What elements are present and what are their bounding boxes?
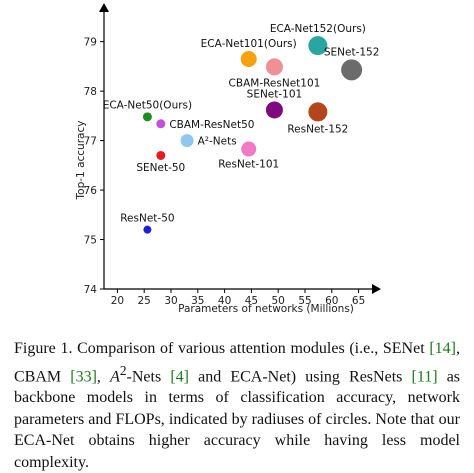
x-tick-label: 25 bbox=[138, 295, 151, 307]
data-point-label: ECA-Net152(Ours) bbox=[270, 23, 366, 35]
y-tick-label: 77 bbox=[84, 136, 97, 148]
caption-text: , CBAM bbox=[14, 340, 460, 385]
caption-text: -Nets bbox=[126, 367, 171, 385]
data-point-label: ResNet-50 bbox=[120, 213, 174, 225]
x-tick-label: 45 bbox=[245, 295, 258, 307]
chart-points bbox=[142, 36, 363, 234]
data-point-label: ResNet-101 bbox=[218, 159, 279, 171]
data-point-label: A²-Nets bbox=[198, 136, 237, 148]
data-point bbox=[180, 134, 194, 148]
data-point-label: ResNet-152 bbox=[287, 123, 348, 135]
x-axis-arrow bbox=[372, 284, 381, 294]
data-point bbox=[308, 102, 328, 122]
chart-ticks: 20 25 30 35 40 45 50 55 60 65 74 75 76 77 78 79 bbox=[84, 37, 366, 307]
data-point bbox=[156, 150, 166, 160]
y-axis-label: Top-1 accuracy bbox=[75, 121, 87, 201]
data-point-label: SENet-50 bbox=[136, 162, 185, 174]
figure-caption: Figure 1. Comparison of various attentio… bbox=[14, 338, 460, 473]
citation-link[interactable]: [11] bbox=[411, 367, 438, 385]
y-tick-label: 75 bbox=[84, 235, 97, 247]
data-point-label: ECA-Net50(Ours) bbox=[103, 99, 192, 111]
chart-point-labels: ResNet-50 SENet-50 ECA-Net50(Ours) CBAM-Res… bbox=[103, 23, 380, 225]
x-tick-label: 35 bbox=[191, 295, 204, 307]
data-point bbox=[156, 119, 166, 129]
caption-superscript: 2 bbox=[119, 362, 127, 378]
y-axis-arrow bbox=[99, 3, 109, 12]
x-tick-label: 65 bbox=[352, 295, 365, 307]
caption-math: A bbox=[110, 367, 120, 385]
caption-text: as backbone models in terms of classific… bbox=[14, 367, 461, 471]
y-tick-label: 79 bbox=[84, 37, 97, 49]
x-axis-label: Parameters of networks (Millions) bbox=[178, 303, 354, 315]
x-tick-label: 60 bbox=[325, 295, 338, 307]
data-point-label: SENet-152 bbox=[324, 46, 380, 58]
y-tick-label: 78 bbox=[84, 86, 97, 98]
x-tick-label: 40 bbox=[218, 295, 231, 307]
citation-link[interactable]: [4] bbox=[170, 367, 189, 385]
caption-text: Figure 1. Comparison of various attentio… bbox=[14, 340, 430, 357]
data-point-label: CBAM-ResNet101 bbox=[229, 77, 321, 89]
chart-axes bbox=[99, 3, 381, 294]
data-point bbox=[241, 141, 257, 157]
citation-link[interactable]: [33] bbox=[70, 367, 97, 385]
data-point bbox=[143, 225, 152, 234]
caption-text: , bbox=[96, 367, 111, 385]
x-tick-label: 20 bbox=[111, 295, 124, 307]
data-point bbox=[240, 50, 257, 67]
data-point-label: CBAM-ResNet50 bbox=[169, 119, 254, 131]
x-tick-label: 30 bbox=[164, 295, 177, 307]
data-point-label: ECA-Net101(Ours) bbox=[201, 38, 297, 50]
x-tick-label: 55 bbox=[298, 295, 311, 307]
data-point bbox=[265, 101, 283, 119]
data-point bbox=[265, 58, 283, 76]
y-tick-label: 74 bbox=[84, 284, 98, 296]
citation-link[interactable]: [14] bbox=[429, 340, 456, 357]
x-tick-label: 50 bbox=[272, 295, 285, 307]
data-point bbox=[341, 59, 363, 81]
scatter-chart: 20 25 30 35 40 45 50 55 60 65 74 75 76 77 78 79 ResNet-… bbox=[75, 3, 381, 315]
data-point bbox=[308, 36, 328, 56]
data-point bbox=[142, 112, 152, 122]
y-tick-label: 76 bbox=[84, 185, 98, 197]
data-point-label: SENet-101 bbox=[247, 88, 303, 100]
caption-text: and ECA-Net) using ResNets bbox=[188, 367, 412, 385]
